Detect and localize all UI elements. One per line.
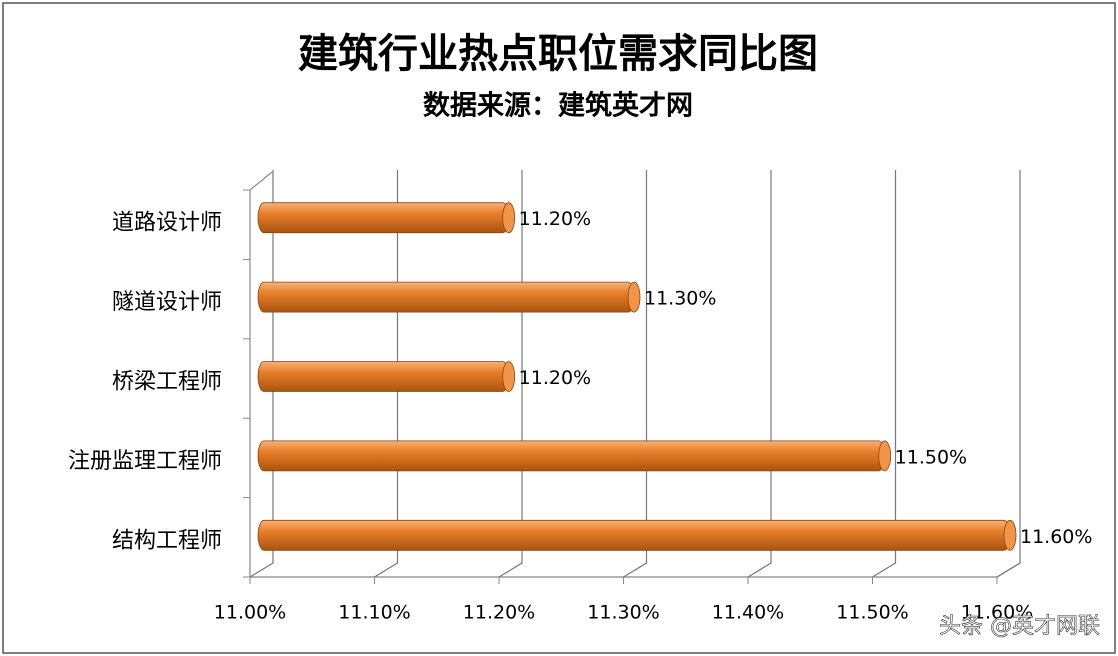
x-tick-label: 11.30%	[587, 602, 659, 624]
bar-end	[502, 202, 516, 234]
x-tick-label: 11.00%	[214, 602, 286, 624]
grid-line	[872, 170, 897, 578]
bar-end	[627, 281, 641, 313]
watermark: 头条 @英才网联	[939, 614, 1100, 639]
value-label: 11.50%	[895, 446, 967, 468]
value-label: 11.30%	[644, 288, 716, 310]
x-tick-label: 11.60%	[961, 602, 1033, 624]
y-tick-label: 隧道设计师	[112, 290, 222, 315]
grid-line	[996, 170, 1021, 578]
x-tick-label: 11.50%	[836, 602, 908, 624]
x-tick-label: 11.10%	[338, 602, 410, 624]
bar	[257, 519, 1011, 551]
bar	[257, 202, 510, 234]
y-tick-label: 结构工程师	[112, 528, 222, 553]
bar	[257, 281, 635, 313]
value-label: 11.20%	[519, 208, 591, 230]
value-label: 11.20%	[519, 367, 591, 389]
x-tick-label: 11.20%	[463, 602, 535, 624]
y-tick-label: 道路设计师	[112, 211, 222, 236]
grid-line	[747, 170, 772, 578]
bar	[257, 361, 510, 392]
bar	[257, 440, 886, 472]
bar-end	[878, 440, 892, 472]
chart-title: 建筑行业热点职位需求同比图	[298, 30, 818, 77]
value-label: 11.60%	[1020, 526, 1092, 548]
chart-subtitle: 数据来源：建筑英才网	[423, 90, 693, 122]
bar-end	[1003, 519, 1017, 551]
grid-line	[623, 170, 648, 578]
y-tick-label: 桥梁工程师	[112, 370, 222, 395]
x-tick-label: 11.40%	[712, 602, 784, 624]
bar-end	[502, 361, 516, 392]
y-tick-label: 注册监理工程师	[68, 449, 222, 474]
